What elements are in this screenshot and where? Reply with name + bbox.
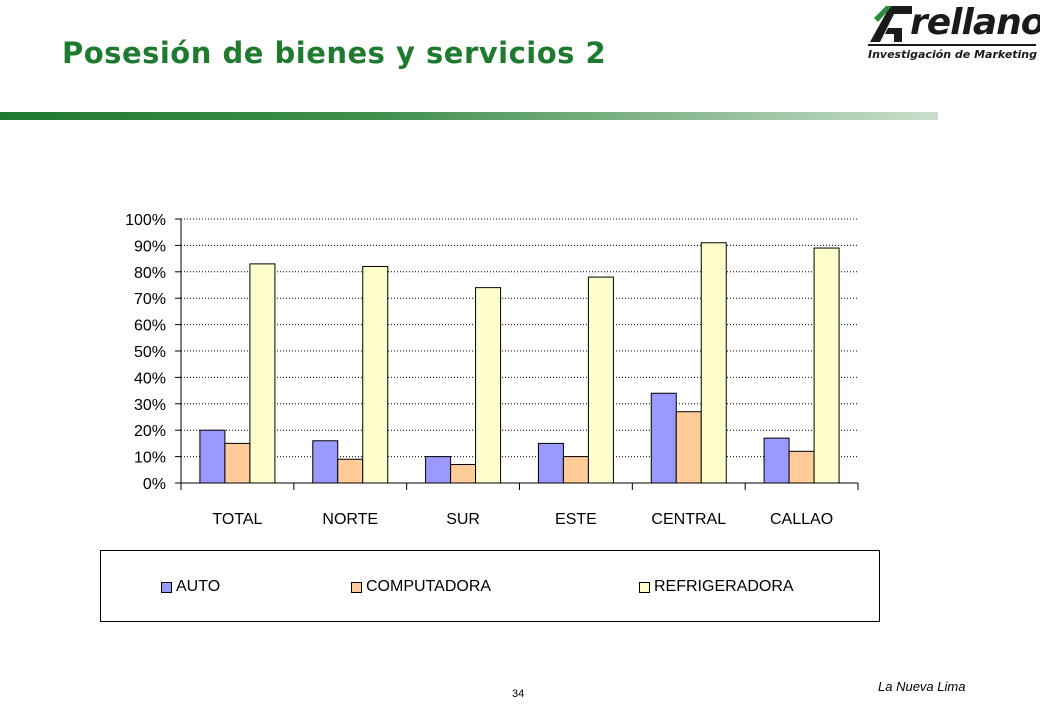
chart-legend: AUTO COMPUTADORA REFRIGERADORA (100, 550, 880, 622)
bar-auto (199, 429, 226, 484)
legend-swatch (351, 581, 362, 593)
logo-a-icon (870, 6, 912, 42)
bar-computadora (224, 442, 251, 484)
y-tick-label: 0% (143, 476, 166, 493)
bar-auto (312, 440, 339, 484)
x-category-label: ESTE (555, 511, 597, 528)
y-tick-label: 80% (134, 265, 166, 282)
bar-auto (537, 442, 564, 484)
bar-computadora (337, 458, 364, 484)
x-category-label: TOTAL (212, 511, 262, 528)
y-tick-label: 10% (134, 450, 166, 467)
y-tick-label: 50% (134, 344, 166, 361)
legend-swatch (161, 581, 172, 593)
bar-auto (763, 437, 790, 484)
logo-tagline: Investigación de Marketing (868, 48, 1038, 61)
y-tick-label: 70% (134, 291, 166, 308)
legend-label: REFRIGERADORA (654, 578, 794, 595)
legend-label: AUTO (176, 578, 221, 595)
y-tick-label: 60% (134, 318, 166, 335)
y-tick-label: 100% (125, 212, 166, 229)
x-category-label: CALLAO (770, 511, 833, 528)
bar-computadora (788, 450, 815, 484)
bar-refrigeradora (249, 263, 276, 484)
page-number: 34 (512, 688, 525, 700)
bar-refrigeradora (700, 242, 727, 484)
bar-auto (650, 392, 677, 484)
bar-computadora (675, 411, 702, 484)
logo-wordmark: rellano (910, 2, 1040, 43)
bar-refrigeradora (362, 266, 389, 484)
y-tick-label: 20% (134, 423, 166, 440)
title-divider (0, 112, 938, 120)
legend-item: AUTO (161, 578, 220, 596)
x-category-label: CENTRAL (651, 511, 726, 528)
arellano-logo: rellano Investigación de Marketing (866, 2, 1040, 66)
bar-refrigeradora (475, 287, 502, 484)
legend-label: COMPUTADORA (366, 578, 492, 595)
x-category-label: SUR (446, 511, 480, 528)
y-tick-label: 90% (134, 238, 166, 255)
y-tick-label: 40% (134, 370, 166, 387)
bar-computadora (562, 456, 589, 484)
footer-caption: La Nueva Lima (878, 679, 966, 694)
bar-computadora (450, 464, 477, 484)
legend-swatch (639, 581, 650, 593)
bar-refrigeradora (587, 276, 614, 484)
logo-underline (868, 44, 1036, 46)
page-title: Posesión de bienes y servicios 2 (62, 36, 607, 70)
legend-item: COMPUTADORA (351, 578, 491, 596)
y-tick-label: 30% (134, 397, 166, 414)
x-category-label: NORTE (322, 511, 378, 528)
bar-refrigeradora (813, 247, 840, 484)
bar-auto (425, 456, 452, 484)
legend-item: REFRIGERADORA (639, 578, 794, 596)
